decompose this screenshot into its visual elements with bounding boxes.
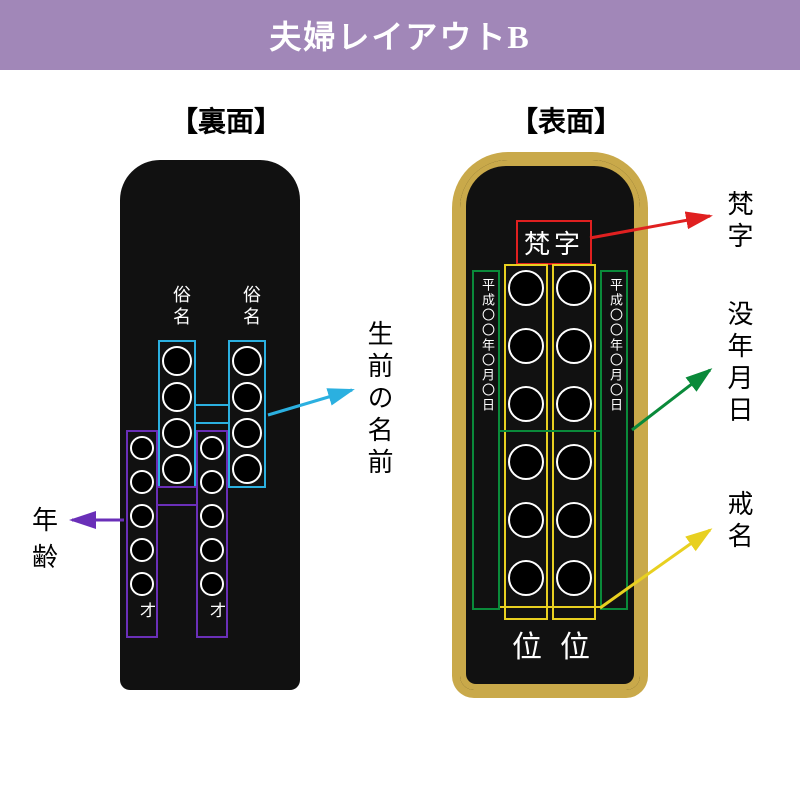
diagram-stage: 【裏面】 【表面】 俗名 俗名 才 bbox=[0, 70, 800, 790]
purple-circ bbox=[200, 470, 224, 494]
cyan-connector bbox=[196, 404, 228, 424]
date-left: 平成〇〇年〇月〇日 bbox=[478, 278, 497, 413]
front-panel-label: 【表面】 bbox=[510, 100, 622, 140]
kurai-left: 位 bbox=[512, 622, 542, 666]
sai-right: 才 bbox=[203, 602, 227, 622]
date-right: 平成〇〇年〇月〇日 bbox=[606, 278, 625, 413]
purple-circ bbox=[130, 470, 154, 494]
cyan-circ bbox=[232, 382, 262, 412]
back-panel-label: 【裏面】 bbox=[170, 100, 282, 140]
title-bar: 夫婦レイアウトB bbox=[0, 0, 800, 70]
anno-kaimyo: 戒名 bbox=[720, 490, 757, 554]
anno-seizen: 生前の名前 bbox=[360, 320, 397, 480]
big-circ bbox=[556, 560, 592, 596]
big-circ bbox=[556, 444, 592, 480]
purple-circ bbox=[130, 504, 154, 528]
purple-circ bbox=[200, 504, 224, 528]
cyan-circ bbox=[162, 382, 192, 412]
front-tablet: 梵字 平成〇〇年〇月〇日 平成〇〇年〇月〇日 位 位 bbox=[460, 160, 640, 690]
big-circ bbox=[556, 270, 592, 306]
big-circ bbox=[556, 502, 592, 538]
big-circ bbox=[508, 502, 544, 538]
big-circ bbox=[556, 386, 592, 422]
cyan-circ bbox=[232, 418, 262, 448]
kurai-right: 位 bbox=[560, 622, 590, 666]
big-circ bbox=[508, 328, 544, 364]
purple-circ bbox=[200, 538, 224, 562]
anno-botsu: 没年月日 bbox=[720, 300, 757, 428]
purple-circ bbox=[200, 572, 224, 596]
purple-connector bbox=[158, 486, 196, 506]
zokumyo-label-left: 俗名 bbox=[168, 285, 194, 329]
zokumyo-label-right: 俗名 bbox=[238, 285, 264, 329]
cyan-circ bbox=[232, 454, 262, 484]
purple-circ bbox=[130, 572, 154, 596]
cyan-circ bbox=[162, 346, 192, 376]
back-tablet: 俗名 俗名 才 才 bbox=[120, 160, 300, 690]
green-connector bbox=[500, 430, 600, 432]
anno-nenrei: 年齢 bbox=[32, 500, 64, 574]
big-circ bbox=[508, 444, 544, 480]
yellow-connector bbox=[500, 606, 600, 608]
cyan-circ bbox=[162, 454, 192, 484]
cyan-circ bbox=[162, 418, 192, 448]
big-circ bbox=[508, 560, 544, 596]
big-circ bbox=[508, 270, 544, 306]
big-circ bbox=[556, 328, 592, 364]
sai-left: 才 bbox=[133, 602, 157, 622]
purple-circ bbox=[130, 436, 154, 460]
big-circ bbox=[508, 386, 544, 422]
bonji-text: 梵字 bbox=[524, 230, 584, 259]
cyan-circ bbox=[232, 346, 262, 376]
purple-circ bbox=[130, 538, 154, 562]
purple-circ bbox=[200, 436, 224, 460]
anno-bonji: 梵字 bbox=[720, 190, 757, 254]
bonji-box: 梵字 bbox=[516, 220, 592, 265]
